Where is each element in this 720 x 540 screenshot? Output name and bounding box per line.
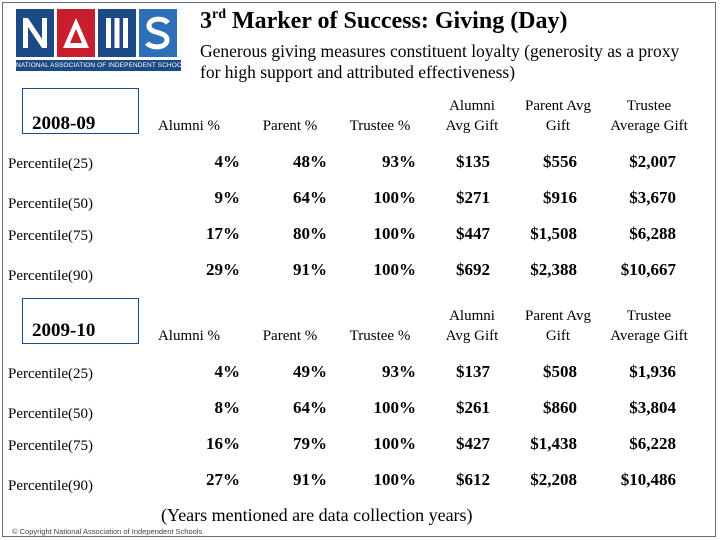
cell-trustee-pct: 100% bbox=[373, 224, 417, 243]
cell-alumni-avg-gift: $427 bbox=[456, 434, 490, 453]
col-header-alumni-avg-gift: Alumni Avg Gift bbox=[445, 308, 499, 344]
title-ordinal: 3 bbox=[200, 8, 212, 34]
cell-trustee-pct: 100% bbox=[373, 470, 417, 489]
row-label: Percentile(50) bbox=[8, 196, 93, 212]
logo-n-tile bbox=[16, 9, 54, 57]
cell-parent-pct: 49% bbox=[293, 362, 327, 381]
logo-a-icon bbox=[63, 18, 89, 48]
row-label: Percentile(50) bbox=[8, 406, 93, 422]
year-label: 2009-10 bbox=[32, 320, 96, 341]
logo-s-tile bbox=[139, 9, 177, 57]
logo-i-icon bbox=[106, 18, 128, 48]
col-header-trustee-pct: Trustee % bbox=[349, 118, 411, 134]
cell-trustee-avg-gift: $2,007 bbox=[629, 152, 676, 171]
cell-parent-pct: 79% bbox=[293, 434, 327, 453]
cell-alumni-pct: 29% bbox=[206, 260, 240, 279]
cell-alumni-pct: 27% bbox=[206, 470, 240, 489]
year-box bbox=[22, 88, 139, 134]
cell-trustee-avg-gift: $1,936 bbox=[629, 362, 676, 381]
cell-parent-pct: 91% bbox=[293, 260, 327, 279]
cell-alumni-pct: 17% bbox=[206, 224, 240, 243]
table-row: Percentile(75) 16% 79% 100% $427 $1,438 $6,228 bbox=[0, 434, 702, 464]
cell-parent-avg-gift: $1,508 bbox=[530, 224, 577, 243]
col-header-parent-avg-gift: Parent Avg Gift bbox=[525, 98, 591, 134]
cell-parent-avg-gift: $860 bbox=[543, 398, 577, 417]
cell-parent-pct: 91% bbox=[293, 470, 327, 489]
cell-trustee-pct: 93% bbox=[382, 362, 416, 381]
row-label: Percentile(90) bbox=[8, 268, 93, 284]
cell-alumni-avg-gift: $447 bbox=[456, 224, 490, 243]
col-header-trustee-avg-gift: Trustee Average Gift bbox=[610, 308, 688, 344]
cell-alumni-pct: 4% bbox=[214, 152, 241, 171]
table-row: Percentile(50) 8% 64% 100% $261 $860 $3,804 bbox=[0, 398, 702, 428]
cell-trustee-avg-gift: $3,670 bbox=[629, 188, 676, 207]
cell-trustee-pct: 100% bbox=[373, 188, 417, 207]
cell-parent-pct: 48% bbox=[293, 152, 327, 171]
cell-trustee-avg-gift: $10,667 bbox=[620, 260, 676, 279]
title-text: Marker of Success: Giving (Day) bbox=[232, 8, 568, 34]
cell-trustee-avg-gift: $3,804 bbox=[629, 398, 676, 417]
cell-alumni-pct: 4% bbox=[214, 362, 241, 381]
page-subtitle: Generous giving measures constituent loy… bbox=[200, 41, 680, 82]
cell-parent-pct: 64% bbox=[293, 398, 327, 417]
col-header-trustee-avg-gift: Trustee Average Gift bbox=[610, 98, 688, 134]
cell-alumni-avg-gift: $612 bbox=[456, 470, 490, 489]
cell-parent-pct: 64% bbox=[293, 188, 327, 207]
cell-alumni-pct: 8% bbox=[214, 398, 241, 417]
row-label: Percentile(25) bbox=[8, 366, 93, 382]
table-row: Percentile(50) 9% 64% 100% $271 $916 $3,670 bbox=[0, 188, 702, 218]
cell-trustee-pct: 100% bbox=[373, 434, 417, 453]
year-box bbox=[22, 298, 139, 344]
cell-parent-avg-gift: $1,438 bbox=[530, 434, 577, 453]
table-row: Percentile(25) 4% 49% 93% $137 $508 $1,936 bbox=[0, 362, 702, 392]
title-ordinal-suffix: rd bbox=[212, 7, 226, 22]
cell-alumni-avg-gift: $692 bbox=[456, 260, 490, 279]
cell-alumni-avg-gift: $135 bbox=[456, 152, 490, 171]
cell-trustee-pct: 93% bbox=[382, 152, 416, 171]
cell-alumni-avg-gift: $137 bbox=[456, 362, 490, 381]
cell-parent-avg-gift: $508 bbox=[543, 362, 577, 381]
logo-a-tile bbox=[57, 9, 95, 57]
nais-logo: NATIONAL ASSOCIATION OF INDEPENDENT SCHO… bbox=[16, 9, 181, 75]
cell-alumni-pct: 9% bbox=[214, 188, 241, 207]
cell-alumni-avg-gift: $271 bbox=[456, 188, 490, 207]
cell-parent-pct: 80% bbox=[293, 224, 327, 243]
logo-s-icon bbox=[145, 16, 170, 50]
col-header-trustee-pct: Trustee % bbox=[349, 328, 411, 344]
cell-trustee-pct: 100% bbox=[373, 398, 417, 417]
table-row: Percentile(25) 4% 48% 93% $135 $556 $2,007 bbox=[0, 152, 702, 182]
footnote: (Years mentioned are data collection yea… bbox=[161, 505, 473, 525]
col-header-alumni-pct: Alumni % bbox=[157, 328, 221, 344]
cell-parent-avg-gift: $2,388 bbox=[530, 260, 577, 279]
cell-trustee-pct: 100% bbox=[373, 260, 417, 279]
col-header-alumni-avg-gift: Alumni Avg Gift bbox=[445, 98, 499, 134]
cell-trustee-avg-gift: $6,228 bbox=[629, 434, 676, 453]
copyright-notice: © Copyright National Association of Inde… bbox=[12, 527, 203, 536]
cell-trustee-avg-gift: $10,486 bbox=[620, 470, 676, 489]
logo-n-icon bbox=[23, 18, 47, 48]
logo-caption: NATIONAL ASSOCIATION OF INDEPENDENT SCHO… bbox=[16, 60, 181, 71]
cell-alumni-avg-gift: $261 bbox=[456, 398, 490, 417]
col-header-parent-avg-gift: Parent Avg Gift bbox=[525, 308, 591, 344]
cell-trustee-avg-gift: $6,288 bbox=[629, 224, 676, 243]
row-label: Percentile(90) bbox=[8, 478, 93, 494]
col-header-parent-pct: Parent % bbox=[262, 118, 318, 134]
cell-parent-avg-gift: $2,208 bbox=[530, 470, 577, 489]
cell-parent-avg-gift: $916 bbox=[543, 188, 577, 207]
table-row: Percentile(90) 29% 91% 100% $692 $2,388 $10,66… bbox=[0, 260, 702, 290]
year-label: 2008-09 bbox=[32, 113, 96, 134]
col-header-parent-pct: Parent % bbox=[262, 328, 318, 344]
logo-i-tile bbox=[98, 9, 136, 57]
table-row: Percentile(90) 27% 91% 100% $612 $2,208 $10,48… bbox=[0, 470, 702, 500]
row-label: Percentile(75) bbox=[8, 228, 93, 244]
page-title: 3rd Marker of Success: Giving (Day) bbox=[200, 7, 568, 35]
row-label: Percentile(75) bbox=[8, 438, 93, 454]
cell-alumni-pct: 16% bbox=[206, 434, 240, 453]
row-label: Percentile(25) bbox=[8, 156, 93, 172]
cell-parent-avg-gift: $556 bbox=[543, 152, 577, 171]
col-header-alumni-pct: Alumni % bbox=[157, 118, 221, 134]
table-row: Percentile(75) 17% 80% 100% $447 $1,508 $6,288 bbox=[0, 224, 702, 254]
